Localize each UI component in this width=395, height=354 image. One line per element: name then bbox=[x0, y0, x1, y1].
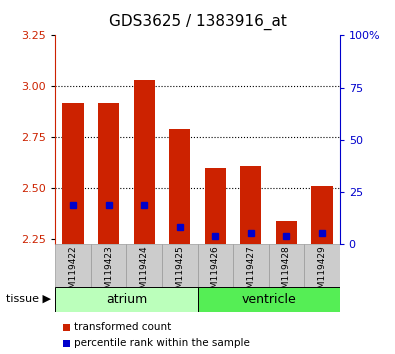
Text: GSM119422: GSM119422 bbox=[69, 246, 77, 300]
Bar bbox=[91, 244, 126, 287]
Text: GSM119424: GSM119424 bbox=[140, 246, 149, 300]
Bar bbox=[304, 244, 340, 287]
Text: GSM119428: GSM119428 bbox=[282, 246, 291, 300]
Bar bbox=[98, 103, 119, 244]
Text: GSM119426: GSM119426 bbox=[211, 246, 220, 300]
Text: GSM119423: GSM119423 bbox=[104, 246, 113, 300]
Text: GSM119427: GSM119427 bbox=[246, 246, 255, 300]
Bar bbox=[311, 186, 333, 244]
Text: percentile rank within the sample: percentile rank within the sample bbox=[74, 338, 250, 348]
Bar bbox=[55, 287, 198, 312]
Bar bbox=[205, 168, 226, 244]
Text: GSM119429: GSM119429 bbox=[318, 246, 326, 300]
Text: atrium: atrium bbox=[106, 293, 147, 306]
Bar bbox=[126, 244, 162, 287]
Bar bbox=[55, 244, 91, 287]
Bar bbox=[169, 129, 190, 244]
Text: GDS3625 / 1383916_at: GDS3625 / 1383916_at bbox=[109, 14, 286, 30]
Text: ventricle: ventricle bbox=[241, 293, 296, 306]
Text: GSM119425: GSM119425 bbox=[175, 246, 184, 300]
Bar bbox=[62, 103, 84, 244]
Text: transformed count: transformed count bbox=[74, 322, 171, 332]
Bar bbox=[134, 80, 155, 244]
Bar bbox=[269, 244, 304, 287]
Bar bbox=[198, 287, 340, 312]
Bar bbox=[240, 166, 261, 244]
Text: tissue ▶: tissue ▶ bbox=[6, 294, 51, 304]
Bar bbox=[198, 244, 233, 287]
Bar bbox=[276, 221, 297, 244]
Bar bbox=[233, 244, 269, 287]
Bar bbox=[162, 244, 198, 287]
